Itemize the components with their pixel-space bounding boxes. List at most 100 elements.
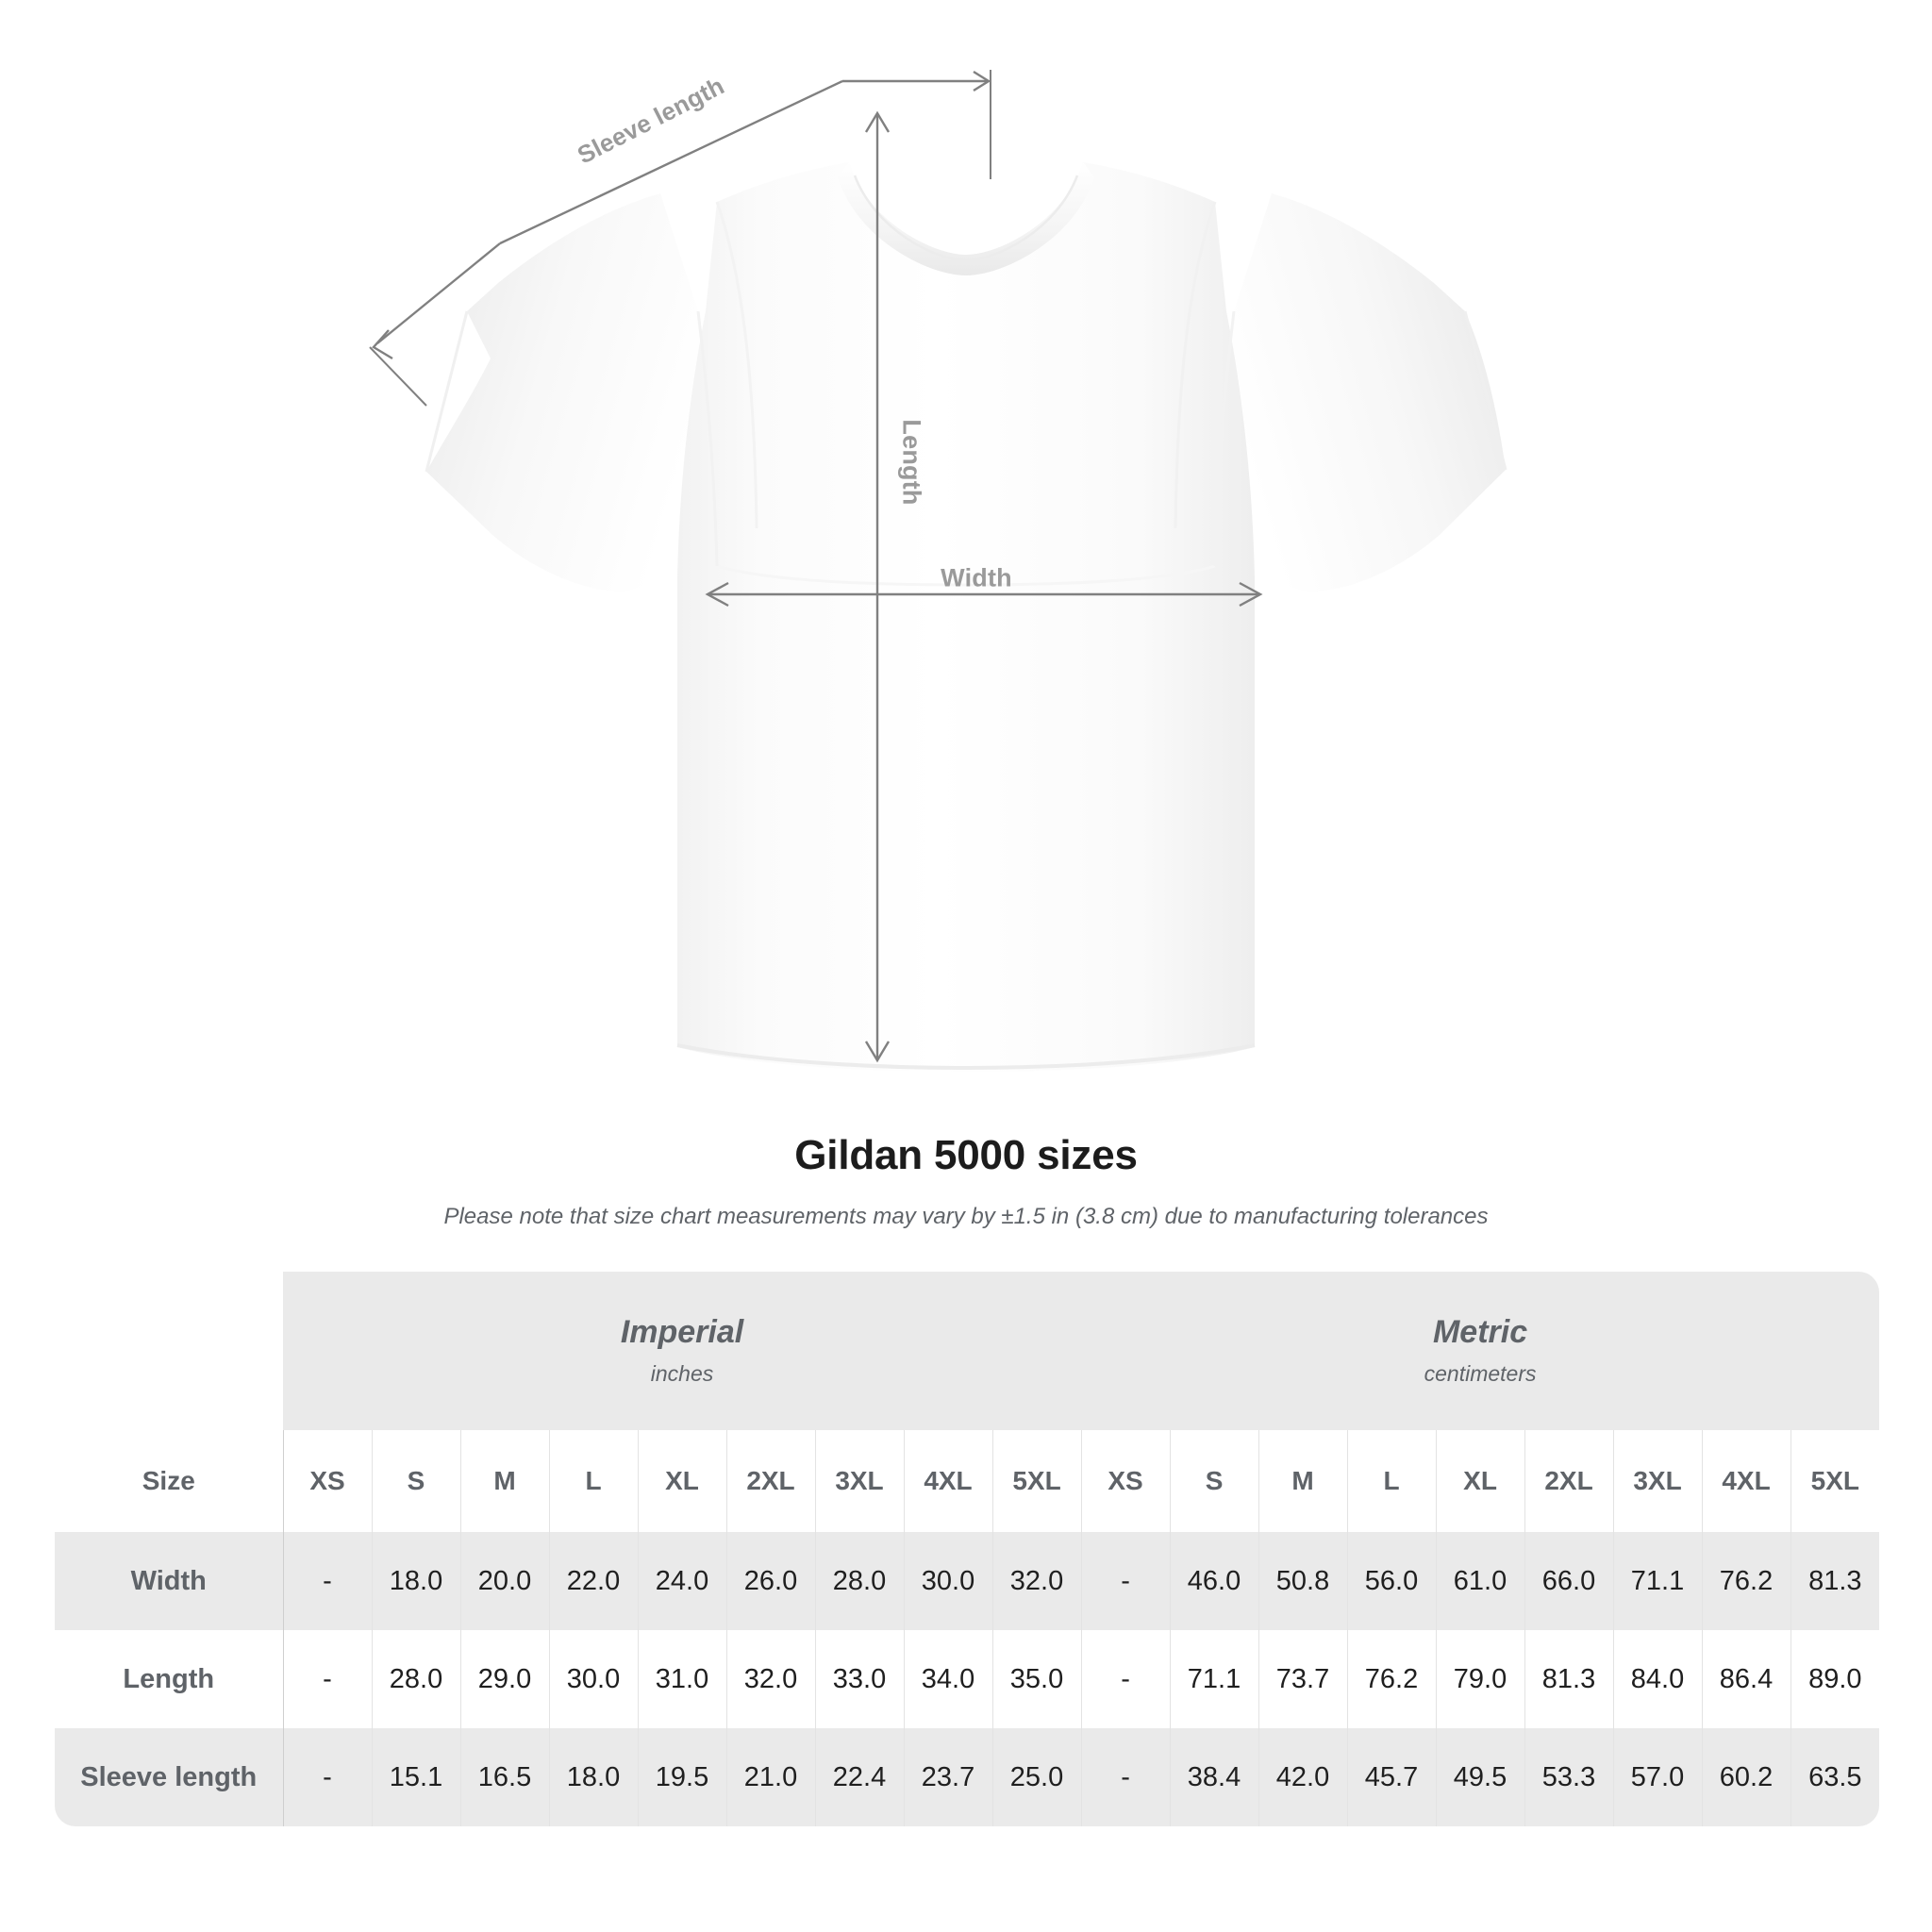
cell-width-metric-5xl: 81.3: [1790, 1532, 1880, 1630]
col-header-metric-xl: XL: [1436, 1430, 1525, 1532]
cell-sleeve-metric-2xl: 53.3: [1524, 1728, 1614, 1826]
size-header-row: Size XS S M L XL 2XL 3XL 4XL 5XL XS S M …: [55, 1430, 1880, 1532]
col-header-metric-2xl: 2XL: [1524, 1430, 1614, 1532]
cell-length-imperial-s: 28.0: [372, 1630, 461, 1728]
tshirt-shape: [425, 162, 1507, 1072]
col-header-metric-m: M: [1258, 1430, 1348, 1532]
row-label-length: Length: [55, 1630, 284, 1728]
row-label-width: Width: [55, 1532, 284, 1630]
col-header-imperial-xs: XS: [283, 1430, 373, 1532]
cell-width-imperial-xs: -: [283, 1532, 373, 1630]
cell-sleeve-metric-4xl: 60.2: [1702, 1728, 1791, 1826]
cell-length-metric-4xl: 86.4: [1702, 1630, 1791, 1728]
cell-width-metric-m: 50.8: [1258, 1532, 1348, 1630]
unit-sub-imperial: inches: [650, 1361, 714, 1387]
col-header-imperial-xl: XL: [638, 1430, 727, 1532]
col-header-imperial-5xl: 5XL: [992, 1430, 1082, 1532]
cell-sleeve-metric-s: 38.4: [1170, 1728, 1259, 1826]
table-row: Width - 18.0 20.0 22.0 24.0 26.0 28.0 30…: [55, 1532, 1880, 1630]
cell-length-imperial-xs: -: [283, 1630, 373, 1728]
col-header-metric-s: S: [1170, 1430, 1259, 1532]
cell-width-imperial-5xl: 32.0: [992, 1532, 1082, 1630]
cell-length-imperial-l: 30.0: [549, 1630, 639, 1728]
size-table: Imperial inches Metric centimeters Size …: [55, 1272, 1880, 1826]
unit-band-spacer: [55, 1272, 283, 1430]
cell-length-imperial-4xl: 34.0: [904, 1630, 993, 1728]
cell-width-imperial-m: 20.0: [460, 1532, 550, 1630]
cell-sleeve-metric-3xl: 57.0: [1613, 1728, 1703, 1826]
cell-width-metric-s: 46.0: [1170, 1532, 1259, 1630]
cell-sleeve-imperial-3xl: 22.4: [815, 1728, 905, 1826]
cell-length-metric-3xl: 84.0: [1613, 1630, 1703, 1728]
col-header-metric-xs: XS: [1080, 1430, 1171, 1532]
cell-length-imperial-5xl: 35.0: [992, 1630, 1082, 1728]
cell-width-imperial-l: 22.0: [549, 1532, 639, 1630]
col-header-metric-4xl: 4XL: [1702, 1430, 1791, 1532]
col-header-imperial-4xl: 4XL: [904, 1430, 993, 1532]
col-header-imperial-l: L: [549, 1430, 639, 1532]
cell-width-imperial-4xl: 30.0: [904, 1532, 993, 1630]
cell-length-metric-l: 76.2: [1347, 1630, 1437, 1728]
unit-group-imperial: Imperial inches: [283, 1272, 1082, 1430]
cell-sleeve-imperial-xs: -: [283, 1728, 373, 1826]
unit-band-row: Imperial inches Metric centimeters: [55, 1272, 1880, 1430]
cell-sleeve-imperial-4xl: 23.7: [904, 1728, 993, 1826]
cell-sleeve-imperial-2xl: 21.0: [726, 1728, 816, 1826]
cell-width-imperial-xl: 24.0: [638, 1532, 727, 1630]
cell-sleeve-metric-5xl: 63.5: [1790, 1728, 1880, 1826]
cell-length-metric-5xl: 89.0: [1790, 1630, 1880, 1728]
row-label-sleeve-length: Sleeve length: [55, 1728, 284, 1826]
cell-length-metric-m: 73.7: [1258, 1630, 1348, 1728]
cell-width-metric-xl: 61.0: [1436, 1532, 1525, 1630]
cell-sleeve-imperial-s: 15.1: [372, 1728, 461, 1826]
width-label: Width: [941, 563, 1012, 592]
col-header-imperial-2xl: 2XL: [726, 1430, 816, 1532]
size-table-container: Imperial inches Metric centimeters Size …: [55, 1272, 1880, 1826]
cell-length-metric-s: 71.1: [1170, 1630, 1259, 1728]
cell-width-metric-xs: -: [1080, 1532, 1171, 1630]
dimension-lines: [369, 70, 1263, 1063]
page-subtitle: Please note that size chart measurements…: [443, 1204, 1489, 1229]
length-dimension: [864, 110, 891, 1063]
page-title: Gildan 5000 sizes: [794, 1132, 1138, 1178]
unit-name-imperial: Imperial: [620, 1313, 744, 1350]
cell-width-metric-3xl: 71.1: [1613, 1532, 1703, 1630]
col-header-metric-l: L: [1347, 1430, 1437, 1532]
length-label: Length: [897, 419, 926, 506]
cell-width-imperial-2xl: 26.0: [726, 1532, 816, 1630]
cell-width-metric-l: 56.0: [1347, 1532, 1437, 1630]
table-row: Length - 28.0 29.0 30.0 31.0 32.0 33.0 3…: [55, 1630, 1880, 1728]
unit-sub-metric: centimeters: [1424, 1361, 1537, 1387]
cell-sleeve-metric-xs: -: [1080, 1728, 1171, 1826]
unit-group-metric: Metric centimeters: [1081, 1272, 1880, 1430]
table-row: Sleeve length - 15.1 16.5 18.0 19.5 21.0…: [55, 1728, 1880, 1826]
cell-width-imperial-3xl: 28.0: [815, 1532, 905, 1630]
sleeve-length-dimension: [369, 70, 991, 407]
cell-length-imperial-3xl: 33.0: [815, 1630, 905, 1728]
cell-sleeve-imperial-xl: 19.5: [638, 1728, 727, 1826]
tshirt-diagram: Sleeve length Length Width: [369, 70, 1507, 1072]
cell-length-metric-xs: -: [1080, 1630, 1171, 1728]
cell-sleeve-metric-m: 42.0: [1258, 1728, 1348, 1826]
cell-sleeve-metric-xl: 49.5: [1436, 1728, 1525, 1826]
cell-sleeve-imperial-5xl: 25.0: [992, 1728, 1082, 1826]
col-header-metric-3xl: 3XL: [1613, 1430, 1703, 1532]
cell-width-metric-2xl: 66.0: [1524, 1532, 1614, 1630]
col-header-imperial-m: M: [460, 1430, 550, 1532]
cell-length-imperial-2xl: 32.0: [726, 1630, 816, 1728]
cell-width-metric-4xl: 76.2: [1702, 1532, 1791, 1630]
cell-length-imperial-m: 29.0: [460, 1630, 550, 1728]
cell-length-metric-xl: 79.0: [1436, 1630, 1525, 1728]
row-label-header: Size: [55, 1430, 284, 1532]
width-dimension: [705, 581, 1263, 608]
cell-sleeve-imperial-l: 18.0: [549, 1728, 639, 1826]
cell-sleeve-metric-l: 45.7: [1347, 1728, 1437, 1826]
unit-name-metric: Metric: [1432, 1313, 1528, 1350]
cell-length-imperial-xl: 31.0: [638, 1630, 727, 1728]
cell-sleeve-imperial-m: 16.5: [460, 1728, 550, 1826]
col-header-imperial-s: S: [372, 1430, 461, 1532]
col-header-imperial-3xl: 3XL: [815, 1430, 905, 1532]
cell-length-metric-2xl: 81.3: [1524, 1630, 1614, 1728]
tshirt-illustration: [369, 70, 1507, 1072]
